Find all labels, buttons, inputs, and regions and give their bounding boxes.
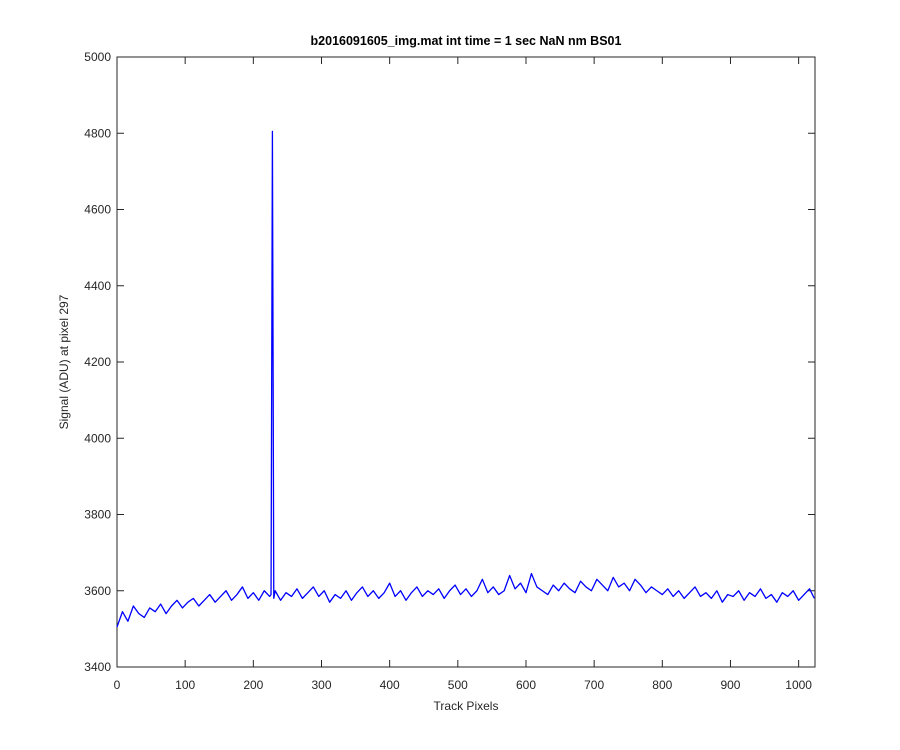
x-tick-label: 800 (652, 678, 672, 692)
x-tick-label: 1000 (785, 678, 812, 692)
x-tick-label: 500 (448, 678, 468, 692)
y-tick-label: 3600 (84, 584, 111, 598)
x-axis-label: Track Pixels (434, 699, 499, 713)
x-tick-label: 700 (584, 678, 604, 692)
plot-frame (116, 56, 816, 668)
x-tick-label: 200 (243, 678, 263, 692)
y-tick-label: 4000 (84, 431, 111, 445)
x-tick-label: 0 (114, 678, 121, 692)
y-axis-label: Signal (ADU) at pixel 297 (57, 294, 71, 429)
y-tick-label: 3800 (84, 508, 111, 522)
data-line (116, 130, 815, 628)
y-tick-label: 3400 (84, 660, 111, 674)
x-tick-label: 100 (175, 678, 195, 692)
y-tick-label: 4800 (84, 126, 111, 140)
x-tick-label: 900 (720, 678, 740, 692)
x-tick-label: 400 (380, 678, 400, 692)
y-tick-label: 4400 (84, 279, 111, 293)
y-tick-label: 4600 (84, 203, 111, 217)
y-tick-label: 4200 (84, 355, 111, 369)
y-tick-label: 5000 (84, 50, 111, 64)
x-tick-label: 600 (516, 678, 536, 692)
x-tick-label: 300 (311, 678, 331, 692)
chart-title: b2016091605_img.mat int time = 1 sec NaN… (311, 34, 622, 48)
